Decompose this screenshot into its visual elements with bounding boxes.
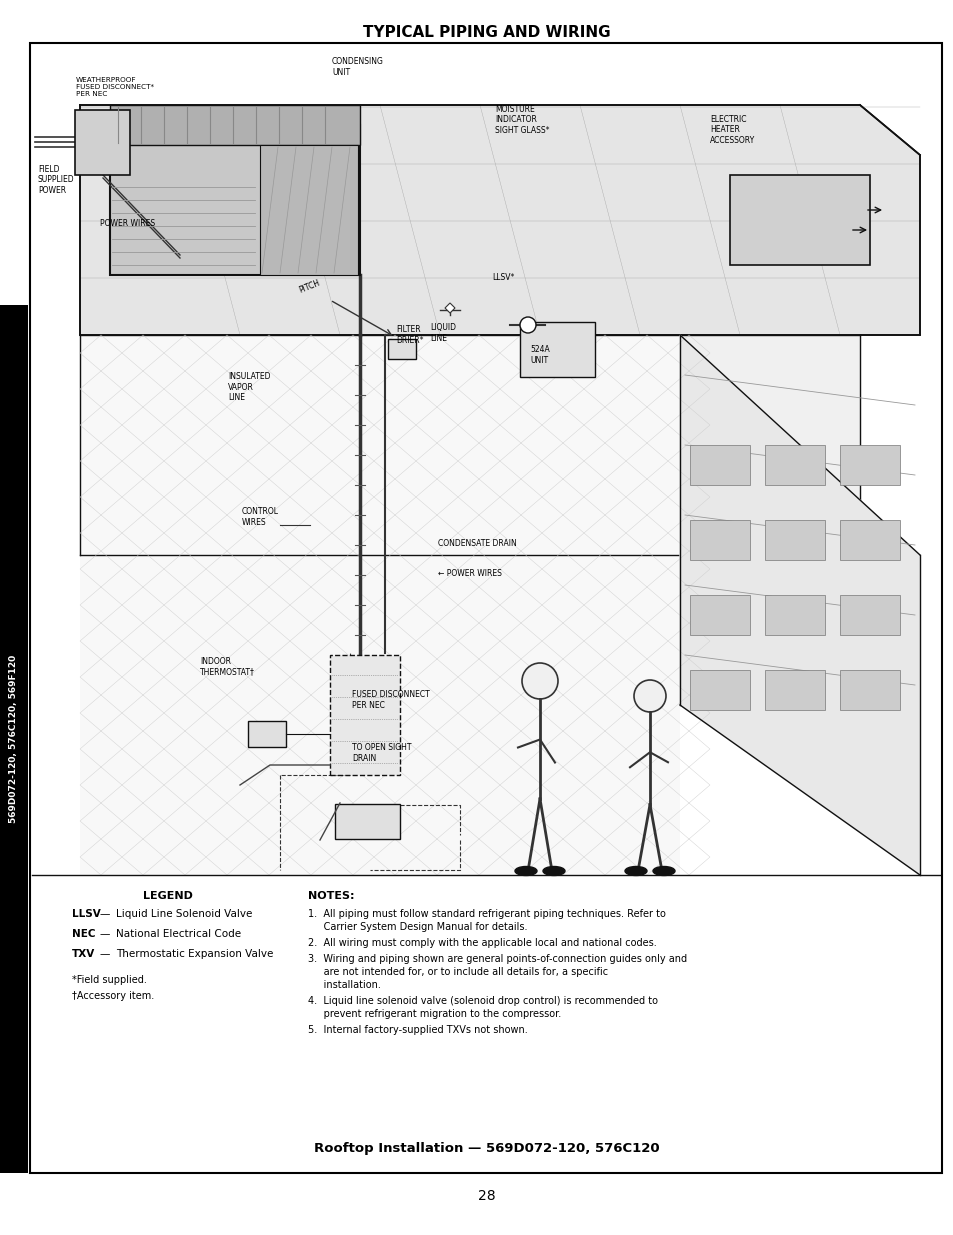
Text: Liquid Line Solenoid Valve: Liquid Line Solenoid Valve (116, 909, 253, 919)
Text: INSULATED
VAPOR
LINE: INSULATED VAPOR LINE (228, 372, 271, 401)
Ellipse shape (515, 867, 537, 876)
Text: 3.  Wiring and piping shown are general points-of-connection guides only and: 3. Wiring and piping shown are general p… (308, 953, 686, 965)
Text: FIELD
SUPPLIED
POWER: FIELD SUPPLIED POWER (38, 165, 74, 195)
Bar (840, 671, 899, 710)
Text: FUSED DISCONNECT
PER NEC: FUSED DISCONNECT PER NEC (352, 690, 429, 710)
Circle shape (519, 317, 536, 333)
Bar (840, 520, 899, 559)
Text: 2.  All wiring must comply with the applicable local and national codes.: 2. All wiring must comply with the appli… (308, 939, 656, 948)
Text: LIQUID
LINE: LIQUID LINE (430, 324, 456, 342)
Text: 569D072-120, 576C120, 569F120: 569D072-120, 576C120, 569F120 (10, 655, 18, 823)
Bar (689, 595, 749, 635)
Text: Thermostatic Expansion Valve: Thermostatic Expansion Valve (116, 948, 274, 960)
Text: —: — (100, 948, 111, 960)
Text: LLSV*: LLSV* (492, 273, 514, 282)
Text: Carrier System Design Manual for details.: Carrier System Design Manual for details… (308, 923, 527, 932)
Text: prevent refrigerant migration to the compressor.: prevent refrigerant migration to the com… (308, 1009, 560, 1019)
Text: NOTES:: NOTES: (308, 890, 355, 902)
Bar (248, 721, 286, 747)
Text: NEC: NEC (71, 929, 95, 939)
Text: 4.  Liquid line solenoid valve (solenoid drop control) is recommended to: 4. Liquid line solenoid valve (solenoid … (308, 995, 658, 1007)
Text: POWER WIRES: POWER WIRES (100, 219, 155, 227)
Bar (260, 144, 357, 275)
Circle shape (521, 663, 558, 699)
Text: MOISTURE
INDICATOR
SIGHT GLASS*: MOISTURE INDICATOR SIGHT GLASS* (495, 105, 549, 135)
Text: installation.: installation. (308, 981, 380, 990)
Text: LLSV: LLSV (71, 909, 101, 919)
Text: ELECTRIC
HEATER
ACCESSORY: ELECTRIC HEATER ACCESSORY (709, 115, 755, 144)
Text: TXV: TXV (71, 948, 95, 960)
Bar (764, 671, 824, 710)
Text: PITCH: PITCH (297, 279, 321, 295)
Text: 28: 28 (477, 1189, 496, 1203)
Bar (75, 110, 130, 175)
Polygon shape (444, 303, 455, 312)
Text: CONDENSING
UNIT: CONDENSING UNIT (332, 57, 383, 77)
Text: CONDENSATE DRAIN: CONDENSATE DRAIN (437, 538, 517, 547)
Polygon shape (679, 335, 919, 876)
Ellipse shape (542, 867, 564, 876)
Text: 1.  All piping must follow standard refrigerant piping techniques. Refer to: 1. All piping must follow standard refri… (308, 909, 665, 919)
Text: 524A
UNIT: 524A UNIT (530, 346, 549, 364)
Text: LEGEND: LEGEND (143, 890, 193, 902)
Text: ← POWER WIRES: ← POWER WIRES (437, 568, 501, 578)
Bar (519, 322, 595, 377)
Bar (729, 175, 869, 266)
Bar (764, 520, 824, 559)
Text: *Field supplied.: *Field supplied. (71, 974, 147, 986)
Text: TYPICAL PIPING AND WIRING: TYPICAL PIPING AND WIRING (363, 25, 610, 40)
Bar (335, 804, 399, 839)
Bar (0, 305, 28, 1173)
Bar (110, 105, 359, 144)
Bar (80, 335, 679, 876)
Text: TO OPEN SIGHT
DRAIN: TO OPEN SIGHT DRAIN (352, 743, 411, 763)
Text: CONTROL
WIRES: CONTROL WIRES (242, 508, 278, 526)
Circle shape (634, 680, 665, 713)
Text: †Accessory item.: †Accessory item. (71, 990, 154, 1002)
Bar (840, 445, 899, 485)
Bar (689, 671, 749, 710)
Bar (840, 595, 899, 635)
Bar (764, 595, 824, 635)
Bar (689, 520, 749, 559)
Polygon shape (80, 105, 919, 335)
Bar (764, 445, 824, 485)
Bar (110, 125, 359, 275)
Text: are not intended for, or to include all details for, a specific: are not intended for, or to include all … (308, 967, 607, 977)
Bar (689, 445, 749, 485)
Ellipse shape (652, 867, 675, 876)
Text: 5.  Internal factory-supplied TXVs not shown.: 5. Internal factory-supplied TXVs not sh… (308, 1025, 527, 1035)
Bar (330, 655, 399, 776)
Text: FILTER
DRIER*: FILTER DRIER* (395, 325, 423, 345)
Ellipse shape (624, 867, 646, 876)
Bar (388, 338, 416, 359)
Text: —: — (100, 929, 111, 939)
Polygon shape (80, 335, 859, 555)
Text: National Electrical Code: National Electrical Code (116, 929, 241, 939)
Text: INDOOR
THERMOSTAT†: INDOOR THERMOSTAT† (200, 657, 254, 677)
Text: WEATHERPROOF
FUSED DISCONNECT*
PER NEC: WEATHERPROOF FUSED DISCONNECT* PER NEC (76, 77, 154, 98)
Text: —: — (100, 909, 111, 919)
Text: Rooftop Installation — 569D072-120, 576C120: Rooftop Installation — 569D072-120, 576C… (314, 1142, 659, 1155)
